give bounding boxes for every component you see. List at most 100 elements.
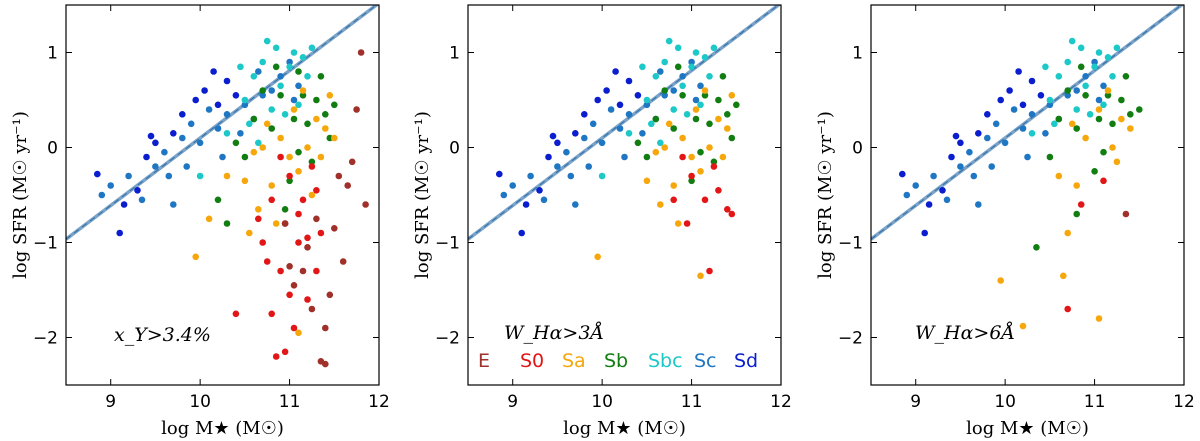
legend: E S0 Sa Sb Sbc Sc Sd <box>478 350 758 372</box>
point-sa <box>299 87 307 94</box>
point-sc <box>183 163 190 170</box>
point-e <box>304 244 311 251</box>
point-sc <box>170 201 177 208</box>
point-sc <box>219 153 226 161</box>
point-s0 <box>304 296 311 303</box>
point-sbc <box>223 130 231 137</box>
point-sb <box>1046 153 1054 161</box>
point-sb <box>313 96 320 104</box>
plot-area <box>468 5 781 280</box>
point-s0 <box>683 220 691 227</box>
point-sc <box>563 148 570 156</box>
point-sc <box>268 87 275 94</box>
point-e <box>348 158 356 166</box>
reference-line-dash <box>871 5 1183 240</box>
point-sc <box>1082 73 1089 80</box>
point-sc <box>661 92 668 99</box>
point-sbc <box>308 44 316 52</box>
point-sc <box>1042 130 1049 137</box>
legend-item-s0: S0 <box>520 350 544 372</box>
point-sb <box>232 139 240 147</box>
point-sa <box>1095 315 1103 322</box>
point-sbc <box>697 101 704 109</box>
point-sa <box>322 125 329 132</box>
point-sbc <box>1042 63 1049 71</box>
point-sa <box>1068 120 1076 128</box>
point-sd <box>594 96 601 104</box>
point-sa <box>1073 182 1080 189</box>
point-s0 <box>281 348 289 356</box>
point-e <box>299 267 307 275</box>
point-sd <box>939 187 946 194</box>
point-sb <box>733 101 740 109</box>
point-s0 <box>259 239 266 246</box>
point-sc <box>295 82 302 90</box>
point-sbc <box>706 73 713 80</box>
point-sa <box>688 153 695 161</box>
point-sbc <box>1073 106 1080 113</box>
point-sc <box>616 125 624 132</box>
axes-frame <box>65 4 380 386</box>
point-sc <box>679 73 686 80</box>
point-sb <box>701 92 709 99</box>
plot-area <box>871 5 1184 330</box>
point-e <box>322 324 329 332</box>
point-s0 <box>701 196 709 204</box>
x-tick-label: 12 <box>770 392 792 412</box>
point-sc <box>290 96 298 104</box>
point-sc <box>567 172 575 180</box>
point-sd <box>170 130 177 137</box>
point-sbc <box>1055 73 1063 80</box>
point-sa <box>304 144 311 151</box>
point-sc <box>1100 82 1107 90</box>
point-s0 <box>679 153 686 161</box>
point-sc <box>1046 101 1054 109</box>
point-sa <box>665 120 673 128</box>
point-e <box>281 220 289 227</box>
point-sa <box>286 153 293 161</box>
point-sbc <box>1068 37 1076 45</box>
legend-item-sd: Sd <box>734 350 758 372</box>
point-sb <box>728 134 736 142</box>
point-sc <box>509 182 516 189</box>
point-sc <box>161 148 168 156</box>
point-sbc <box>1095 49 1103 56</box>
y-tick-label: −2 <box>33 329 58 349</box>
point-s0 <box>308 163 316 170</box>
point-sc <box>138 196 146 204</box>
point-sb <box>688 177 695 185</box>
point-s0 <box>1064 305 1071 313</box>
point-sbc <box>237 63 244 71</box>
plot-area <box>66 5 379 368</box>
point-sb <box>719 73 727 80</box>
point-s0 <box>263 258 271 265</box>
point-s0 <box>255 215 262 223</box>
point-s0 <box>277 267 284 275</box>
y-tick-label: 1 <box>852 44 863 64</box>
point-sd <box>921 229 928 237</box>
x-tick-label: 10 <box>994 392 1016 412</box>
point-sd <box>147 132 155 140</box>
point-sd <box>616 101 624 109</box>
x-tick-label: 12 <box>368 392 390 412</box>
point-sc <box>930 172 937 180</box>
point-sa <box>728 92 736 99</box>
point-sc <box>670 87 677 94</box>
point-sbc <box>299 54 307 61</box>
point-sbc <box>665 37 673 45</box>
point-sa <box>1104 87 1112 94</box>
point-sd <box>952 132 960 140</box>
point-s0 <box>688 172 695 180</box>
point-sbc <box>679 82 686 90</box>
point-sc <box>970 172 978 180</box>
point-sb <box>1033 244 1040 251</box>
legend-item-e: E <box>478 350 490 372</box>
point-sa <box>255 206 262 213</box>
point-sb <box>281 206 289 213</box>
point-s0 <box>268 310 275 318</box>
point-sa <box>263 120 271 128</box>
point-e <box>326 291 334 299</box>
point-sa <box>1055 172 1063 180</box>
point-sbc <box>639 63 646 71</box>
y-axis-label: log SFR (M☉ yr⁻¹) <box>10 111 31 279</box>
